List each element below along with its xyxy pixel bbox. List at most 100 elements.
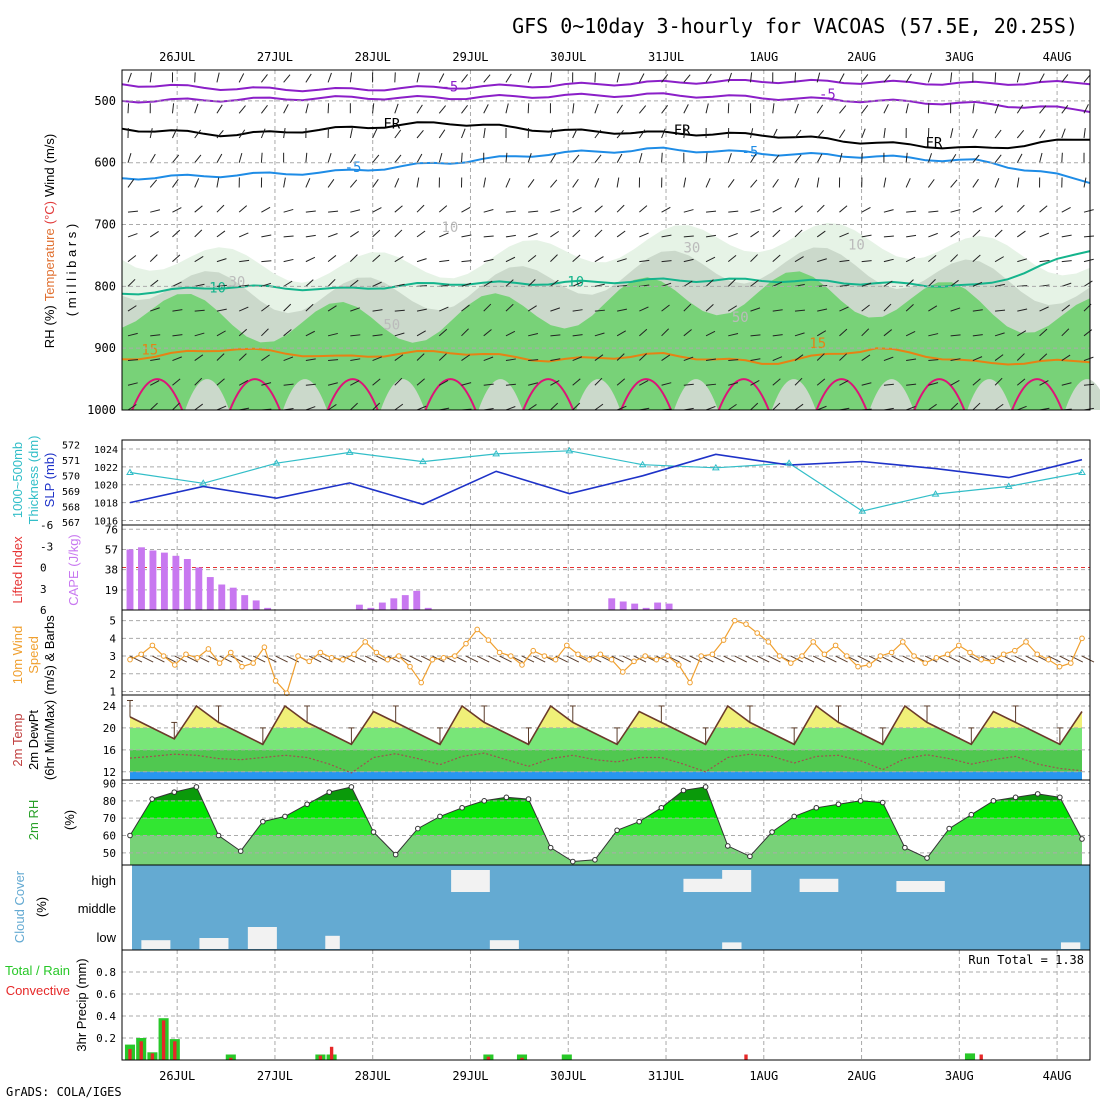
wind-barb (750, 72, 753, 83)
wind-barb (349, 72, 353, 83)
wind-point (676, 662, 682, 668)
wind-barb (905, 152, 908, 163)
wind-barb (394, 309, 405, 312)
wind-point (788, 660, 794, 666)
wind-barb (416, 230, 426, 238)
precip-bar-convective (520, 1057, 524, 1060)
wind-barb (794, 72, 797, 83)
wind-barb (594, 309, 605, 312)
rh-point (702, 784, 709, 790)
wind-point (552, 656, 559, 663)
wind-point (440, 655, 447, 661)
contour-label: FR (674, 123, 691, 139)
wind-barb (550, 402, 559, 411)
wind-barb (305, 73, 312, 83)
isotherm-20-bump (815, 378, 868, 411)
wind-barb (1017, 308, 1028, 312)
wind-barb (794, 403, 804, 411)
wind-barb (483, 258, 494, 263)
wind-barb (194, 283, 205, 287)
rh-point (193, 784, 200, 790)
wind-barb (194, 403, 204, 411)
cape-bar (642, 607, 650, 610)
wind-barb (194, 332, 205, 337)
wind-barb (705, 405, 716, 411)
wind-barb (350, 358, 361, 362)
wind-barb (349, 153, 356, 163)
wind-point (1056, 663, 1063, 670)
thickness-point (492, 449, 501, 457)
wind-barb (550, 380, 560, 386)
wind-barb (772, 378, 781, 386)
precip-bar-total (964, 1053, 976, 1060)
wind-point (620, 669, 626, 675)
wind-barb (150, 307, 160, 312)
wind-barb (728, 232, 738, 238)
wind-barb (1061, 260, 1072, 263)
surface-wind-barb (689, 655, 703, 663)
wind-barb (750, 179, 758, 188)
wind-barb (416, 177, 420, 188)
wind-barb (1017, 230, 1026, 238)
ytick-pressure: 800 (94, 279, 116, 293)
wind-barb (972, 128, 978, 139)
rh-point (260, 818, 266, 825)
wind-barb (817, 308, 828, 312)
ytick-cape: 19 (105, 584, 118, 597)
surface-wind-barb (812, 655, 826, 663)
date-label-top: 2AUG (847, 50, 876, 64)
wind-barb (794, 309, 805, 312)
wind-point (239, 663, 245, 670)
ytick-precip: 0.6 (96, 988, 116, 1001)
rh-point (791, 813, 797, 820)
cape-bar (218, 584, 226, 610)
wind-barb (261, 328, 269, 337)
date-label-bottom: 2AUG (847, 1069, 876, 1083)
wind-barb (594, 256, 604, 263)
wind-barb (327, 153, 332, 163)
wind-point (709, 651, 716, 658)
wind-barb (194, 229, 203, 238)
wind-barb (505, 178, 511, 188)
cape-bar (264, 607, 272, 610)
wind-barb (394, 403, 404, 411)
ytick-cape: 57 (105, 543, 118, 556)
wind-barb (327, 103, 330, 114)
wind-point (597, 651, 604, 658)
wind-barb (950, 379, 960, 386)
wind-point (1023, 639, 1029, 645)
wind-barb (305, 210, 316, 213)
date-label-top: 28JUL (355, 50, 391, 64)
wind-barb (683, 235, 694, 238)
cape-bar (355, 604, 363, 610)
wind-barb (750, 279, 759, 287)
wind-barb (616, 258, 627, 263)
wind-barb (905, 73, 912, 83)
precip-bar-convective (128, 1049, 132, 1060)
wind-barb (1039, 152, 1043, 163)
precip-bar-convective (486, 1056, 491, 1060)
rh-point (282, 813, 288, 820)
wind-barb (149, 402, 158, 411)
wind-barb (928, 403, 937, 411)
wind-barb (416, 72, 420, 83)
wind-barb (505, 103, 509, 114)
surface-wind-barb (611, 655, 624, 663)
ytick-wind: 2 (109, 668, 116, 681)
wind-barb (527, 278, 536, 287)
wind-barb (239, 284, 250, 287)
wind-point (1000, 651, 1007, 658)
wind-barb (972, 154, 980, 164)
wind-barb (705, 178, 711, 188)
rh-point (525, 796, 532, 802)
wind-barb (127, 153, 132, 163)
wind-barb (638, 152, 643, 163)
ytick-pressure: 500 (94, 94, 116, 108)
wind-barb (1016, 177, 1020, 188)
wind-barb (705, 103, 709, 114)
ylabel-wind-0: 10m Wind (10, 626, 25, 685)
rh-point (127, 832, 133, 839)
rh-point (592, 856, 598, 863)
wind-point (149, 642, 156, 649)
wind-barb (816, 177, 820, 188)
